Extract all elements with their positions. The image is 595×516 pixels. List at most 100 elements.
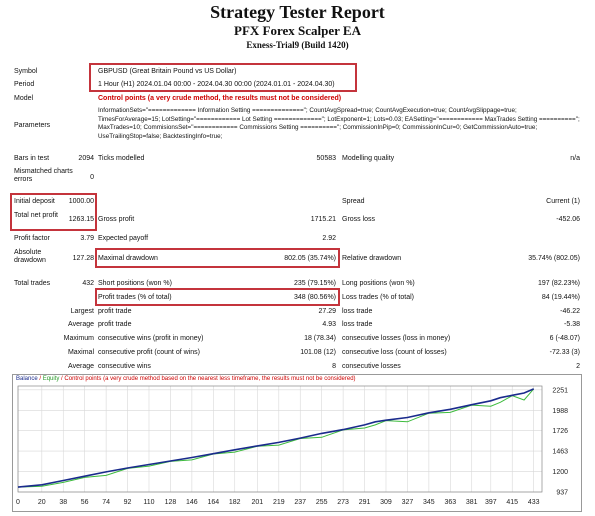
average-consecutive-losses-label: consecutive losses (342, 363, 401, 370)
symbol-period-highlight (89, 63, 357, 92)
x-tick-label: 128 (165, 499, 177, 506)
largest-loss-trade-value: -46.22 (560, 308, 580, 315)
bars-value: 2094 (78, 155, 94, 162)
x-tick-label: 74 (102, 499, 110, 506)
y-tick-label: 1726 (552, 428, 568, 435)
x-tick-label: 327 (402, 499, 414, 506)
x-tick-label: 219 (273, 499, 285, 506)
profit-factor-label: Profit factor (14, 235, 50, 242)
total-trades-label: Total trades (14, 280, 51, 287)
y-tick-label: 937 (556, 490, 568, 497)
parameters-label: Parameters (14, 122, 51, 129)
x-tick-label: 56 (81, 499, 89, 506)
quality-value: n/a (570, 155, 580, 162)
model-label: Model (14, 95, 34, 102)
x-tick-label: 415 (506, 499, 518, 506)
short-positions-label: Short positions (won %) (98, 280, 172, 287)
x-tick-label: 255 (316, 499, 328, 506)
x-tick-label: 433 (528, 499, 540, 506)
model-value: Control points (a very crude method, the… (98, 95, 342, 102)
equity-line (17, 388, 535, 488)
x-tick-label: 0 (16, 499, 20, 506)
plot-area (17, 385, 543, 493)
net-profit-label: Total net profit (14, 212, 58, 219)
long-positions-label: Long positions (won %) (342, 280, 415, 287)
y-tick-label: 1988 (552, 408, 568, 415)
maximal-consecutive-profit-value: 101.08 (12) (300, 349, 336, 356)
gross-profit-value: 1715.21 (310, 216, 336, 223)
profit-factor-value: 3.79 (80, 235, 94, 242)
chart-plot: 937 1200 1463 1726 1988 2251 0 20 38 56 74 92 110 128… (16, 385, 568, 506)
x-tick-label: 164 (207, 499, 219, 506)
x-tick-label: 381 (466, 499, 478, 506)
chart-legend: Balance / Equity / Control points (a ver… (16, 376, 356, 383)
average-consecutive-wins-value: 8 (332, 363, 336, 370)
maximal-consecutive-profit-label: consecutive profit (count of wins) (98, 349, 200, 356)
maximal-drawdown-label: Maximal drawdown (98, 255, 158, 262)
maximal-consecutive-loss-value: -72.33 (3) (549, 349, 580, 356)
x-tick-label: 92 (124, 499, 132, 506)
average-label: Average (68, 321, 94, 328)
largest-loss-trade-label: loss trade (342, 308, 373, 315)
largest-profit-trade-label: profit trade (98, 308, 132, 315)
ticks-label: Ticks modelled (98, 155, 145, 162)
period-value: 1 Hour (H1) 2024.01.04 00:00 - 2024.04.3… (98, 81, 335, 88)
balance-line (17, 388, 535, 488)
deposit-profit-highlight (10, 193, 97, 231)
profit-trades-value: 348 (80.56%) (293, 294, 336, 301)
y-tick-label: 1463 (552, 449, 568, 456)
balance-chart (12, 374, 582, 512)
max-consecutive-wins-value: 18 (78.34) (304, 335, 336, 342)
account-info: Exness-Trial9 (Build 1420) (246, 40, 349, 50)
report-title: Strategy Tester Report (210, 2, 385, 22)
average-profit-trade-label: profit trade (98, 321, 132, 328)
x-tick-label: 182 (229, 499, 241, 506)
x-tick-label: 201 (252, 499, 264, 506)
mismatched-value: 0 (90, 174, 94, 181)
maximal-consecutive-loss-label: consecutive loss (count of losses) (342, 349, 447, 356)
max-consecutive-wins-label: consecutive wins (profit in money) (98, 335, 204, 342)
gross-loss-label: Gross loss (342, 216, 376, 223)
period-label: Period (14, 81, 35, 88)
relative-drawdown-value: 35.74% (802.05) (528, 255, 580, 262)
x-tick-label: 397 (485, 499, 497, 506)
max-consecutive-losses-label: consecutive losses (loss in money) (342, 335, 451, 342)
expected-payoff-value: 2.92 (322, 235, 336, 242)
symbol-value: GBPUSD (Great Britain Pound vs US Dollar… (98, 68, 237, 75)
max-consecutive-losses-value: 6 (-48.07) (549, 335, 580, 342)
gross-loss-value: -452.06 (556, 216, 580, 223)
legend-separator-1: / (37, 376, 43, 382)
x-tick-label: 38 (59, 499, 67, 506)
symbol-label: Symbol (14, 68, 38, 75)
profit-trades-highlight (95, 288, 340, 306)
legend-balance: Balance (16, 376, 38, 382)
bars-label: Bars in test (14, 155, 50, 162)
expected-payoff-label: Expected payoff (98, 235, 149, 242)
x-tick-label: 110 (143, 499, 154, 506)
legend-separator-2: / (59, 376, 65, 382)
loss-trades-value: 84 (19.44%) (541, 294, 580, 301)
total-trades-value: 432 (82, 280, 94, 287)
maximal-label: Maximal (67, 349, 94, 356)
spread-value: Current (1) (546, 198, 580, 205)
quality-label: Modelling quality (342, 155, 395, 162)
relative-drawdown-label: Relative drawdown (342, 255, 402, 262)
maximum-label: Maximum (63, 335, 94, 342)
x-tick-label: 309 (380, 499, 392, 506)
average-loss-trade-label: loss trade (342, 321, 373, 328)
absolute-drawdown-value: 127.28 (72, 255, 94, 262)
x-tick-label: 345 (423, 499, 435, 506)
y-tick-label: 1200 (552, 469, 568, 476)
absolute-drawdown-label: Absolute drawdown (14, 249, 46, 264)
legend-control-points: Control points (a very crude method base… (64, 376, 356, 382)
ticks-value: 50583 (316, 155, 336, 162)
x-tick-label: 273 (337, 499, 349, 506)
average-loss-trade-value: -5.38 (564, 321, 580, 328)
long-positions-value: 197 (82.23%) (537, 280, 580, 287)
drawdown-highlight (95, 248, 340, 268)
average-consecutive-losses-value: 2 (576, 363, 580, 370)
average-profit-trade-value: 4.93 (322, 321, 336, 328)
mismatched-label: Mismatched charts errors (14, 168, 73, 183)
x-tick-label: 291 (359, 499, 371, 506)
net-profit-value: 1263.15 (68, 216, 94, 223)
